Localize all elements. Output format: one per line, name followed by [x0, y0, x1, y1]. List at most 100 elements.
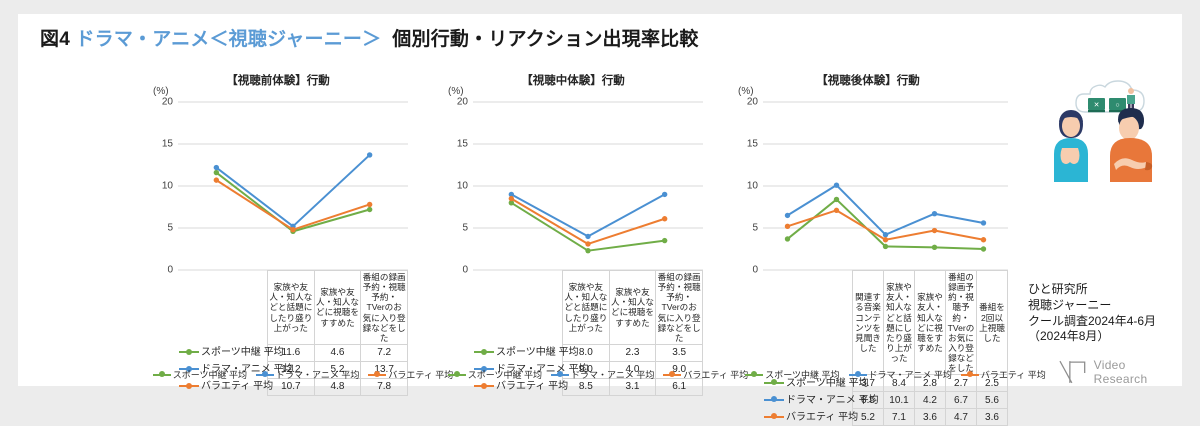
data-point [931, 211, 938, 217]
table-cell: 7.8 [360, 377, 408, 396]
data-point [366, 206, 373, 213]
y-axis-tick: 5 [167, 222, 173, 234]
table-row-label: バラエティ 平均 [473, 378, 568, 395]
table-cell: 4.7 [945, 408, 977, 426]
legend-item[interactable]: スポーツ中継 平均 [447, 368, 543, 381]
series-swatch-icon [474, 365, 494, 372]
table-column-header: 番組の録画予約・視聴予約・TVerのお気に入り登録などをした [360, 270, 408, 345]
data-point [784, 223, 791, 230]
legend-label: スポーツ中継 平均 [765, 370, 840, 380]
legend-swatch-icon [447, 371, 466, 377]
data-point [213, 169, 220, 176]
legend-item[interactable]: スポーツ中継 平均 [745, 368, 840, 381]
table-cell: 3.6 [976, 408, 1008, 426]
data-point [931, 227, 938, 234]
legend-item[interactable]: バラエティ 平均 [960, 368, 1046, 381]
chart-legend: スポーツ中継 平均 ドラマ・アニメ 平均 バラエティ 平均 [745, 368, 1046, 381]
table-cell: 8.5 [562, 377, 610, 396]
table-row-label: スポーツ中継 平均 [763, 375, 869, 392]
data-point [508, 200, 515, 206]
table-cell: 10.1 [883, 391, 915, 410]
credit-line-2: 視聴ジャーニー [1028, 297, 1112, 312]
data-point [661, 216, 668, 222]
plot-area: 0 5 10 15 20 [162, 97, 408, 276]
series-swatch-icon [764, 379, 784, 386]
legend-swatch-icon [551, 371, 570, 377]
vr-mark-icon [1059, 360, 1086, 384]
legend-item[interactable]: スポーツ中継 平均 [152, 368, 248, 381]
table-cell: 4.2 [914, 391, 946, 410]
table-row-label: バラエティ 平均 [763, 409, 858, 426]
table-column-header: 家族や友人・知人などと話題にしたり盛り上がった [562, 270, 610, 345]
y-axis-tick: 5 [462, 222, 468, 234]
table-cell: 6.7 [945, 391, 977, 410]
series-line [786, 184, 984, 236]
data-point [980, 220, 987, 226]
credit-block: ひと研究所 視聴ジャーニー クール調査2024年4-6月 （2024年8月） [1028, 282, 1156, 345]
legend-item[interactable]: バラエティ 平均 [368, 368, 453, 381]
table-corner-cell [178, 271, 268, 345]
table-cell: 3.1 [608, 377, 657, 396]
legend-swatch-icon [745, 371, 764, 377]
plot-area: 0 5 10 15 20 [457, 97, 703, 276]
table-column-header: 関連する音楽コンテンツを見聞きした [852, 269, 884, 376]
table-row: スポーツ中継 平均 11.6 4.6 7.2 [178, 343, 408, 362]
page-title: 図4 ドラマ・アニメ＜視聴ジャーニー＞ 個別行動・リアクション出現率比較 [40, 24, 699, 51]
svg-text:✕: ✕ [1094, 102, 1100, 109]
data-point [290, 226, 296, 233]
table-row-label: スポーツ中継 平均 [178, 344, 284, 361]
table-column-header: 家族や友人・知人などに視聴をすすめた [313, 270, 362, 345]
svg-text:○: ○ [1115, 102, 1119, 109]
legend-item[interactable]: バラエティ 平均 [663, 368, 748, 381]
legend-label: ドラマ・アニメ 平均 [868, 370, 952, 380]
table-cell: 2.3 [608, 343, 657, 362]
table-row: ドラマ・アニメ 平均 6.5 10.1 4.2 6.7 5.6 [763, 391, 1008, 410]
data-point [882, 232, 889, 238]
table-column-header: 番組を2回以上視聴した [976, 269, 1008, 376]
series-swatch-icon [179, 348, 199, 355]
series-line [510, 193, 666, 238]
table-column-header: 家族や友人・知人などと話題にしたり盛り上がった [883, 269, 915, 376]
y-axis-tick: 10 [456, 180, 468, 192]
data-point [585, 247, 591, 254]
y-axis-tick: 15 [746, 138, 758, 150]
title-suffix: 個別行動・リアクション出現率比較 [392, 29, 699, 50]
data-point [366, 201, 373, 208]
y-axis-tick: 20 [456, 96, 468, 108]
series-swatch-icon [474, 382, 494, 389]
data-point [508, 191, 515, 198]
chart-title: 【視聴後体験】行動 [816, 75, 920, 87]
credit-line-4: （2024年8月） [1028, 329, 1110, 344]
y-axis-tick: 0 [752, 264, 758, 276]
series-swatch-icon [764, 413, 784, 420]
data-point [833, 196, 840, 203]
chart-legend: スポーツ中継 平均 ドラマ・アニメ 平均 バラエティ 平均 [152, 368, 453, 381]
table-cell: 4.6 [313, 343, 362, 362]
y-axis-tick: 10 [161, 180, 173, 192]
legend-label: スポーツ中継 平均 [467, 370, 543, 380]
credit-line-3: クール調査2024年4-6月 [1028, 313, 1157, 328]
y-axis-unit-label: (%) [738, 86, 754, 97]
data-point [833, 182, 840, 188]
series-line [215, 171, 370, 233]
legend-item[interactable]: ドラマ・アニメ 平均 [256, 368, 359, 381]
table-row-label: バラエティ 平均 [178, 378, 273, 395]
y-axis-tick: 5 [752, 222, 758, 234]
y-axis-unit-label: (%) [448, 86, 464, 97]
data-point [784, 212, 791, 219]
data-point [980, 246, 987, 252]
legend-item[interactable]: ドラマ・アニメ 平均 [551, 368, 654, 381]
table-column-header: 番組の録画予約・視聴予約・TVerのお気に入り登録などをした [945, 269, 977, 376]
legend-label: スポーツ中継 平均 [172, 370, 248, 380]
legend-label: バラエティ 平均 [683, 370, 749, 380]
legend-swatch-icon [152, 371, 171, 377]
legend-swatch-icon [663, 371, 682, 377]
y-axis-unit-label: (%) [153, 86, 169, 97]
series-line [215, 179, 370, 231]
table-column-header: 家族や友人・知人などに視聴をすすめた [914, 269, 946, 376]
legend-item[interactable]: ドラマ・アニメ 平均 [848, 368, 952, 381]
series-swatch-icon [179, 365, 199, 372]
chart-title: 【視聴中体験】行動 [521, 75, 625, 87]
video-research-logo: Video Research [1058, 358, 1182, 386]
y-axis-tick: 20 [746, 96, 758, 108]
